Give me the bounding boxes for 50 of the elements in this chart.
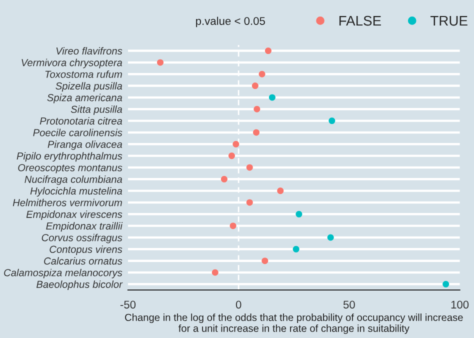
x-tick-label: 100 [451,300,469,309]
point [157,59,164,66]
point [258,70,266,78]
y-tick-label: Oreoscoptes montanus [18,164,122,174]
y-tick-label: Spizella pusilla [56,82,122,92]
y-tick-label: Calcarius ornatus [44,257,122,265]
point [246,164,253,171]
x-axis-title: Change in the log of the odds that the probability of occupancy will increase for a unit increase in the rate of change in suitability [125,314,463,334]
y-tick-label: Nucifraga columbiana [24,175,122,185]
x-tick-label: 0 [236,300,242,309]
y-tick-label: Baeolophus bicolor [36,280,123,290]
point [268,94,276,101]
y-tick-label: Protonotaria citrea [40,117,122,125]
point [262,258,268,264]
point [254,106,260,112]
y-tick-label: Pipilo erythrophthalmus [16,152,122,162]
point [264,48,272,54]
y-tick-label: Piranga olivacea [48,140,122,150]
y-tick-label: Sitta pusilla [70,105,122,115]
y-tick-label: Toxostoma rufum [45,70,122,78]
y-tick-label: Helmitheros vermivorum [12,198,122,206]
point [232,140,240,148]
point [292,246,300,252]
y-tick-label: Empidonax virescens [26,210,122,220]
x-tick-label: 50 [343,300,355,309]
y-tick-label: Calamospiza melanocorys [4,268,122,278]
point [296,210,302,218]
point [442,280,450,288]
legend-label: FALSE [339,16,381,26]
point [253,129,260,136]
x-tick-label: -50 [120,300,136,309]
y-tick-label: Hylocichla mustelina [30,187,122,197]
point [230,222,236,230]
point [327,234,334,241]
y-tick-label: Contopus virens [50,245,122,255]
point [328,118,336,124]
point [277,188,284,194]
legend-label: TRUE [430,16,468,26]
y-tick-label: Empidonax traillii [46,222,123,232]
point [220,176,228,182]
point [228,152,235,160]
y-tick-label: Corvus ossifragus [42,234,122,244]
y-tick-label: Poecile carolinensis [33,128,122,136]
point [246,199,253,206]
y-tick-label: Spiza americana [47,94,122,104]
y-tick-label: Vireo flavifrons [56,47,122,55]
legend-title: p.value < 0.05 [196,16,265,28]
point [212,269,218,276]
y-tick-label: Vermivora chrysoptera [22,58,122,68]
point [252,82,258,90]
